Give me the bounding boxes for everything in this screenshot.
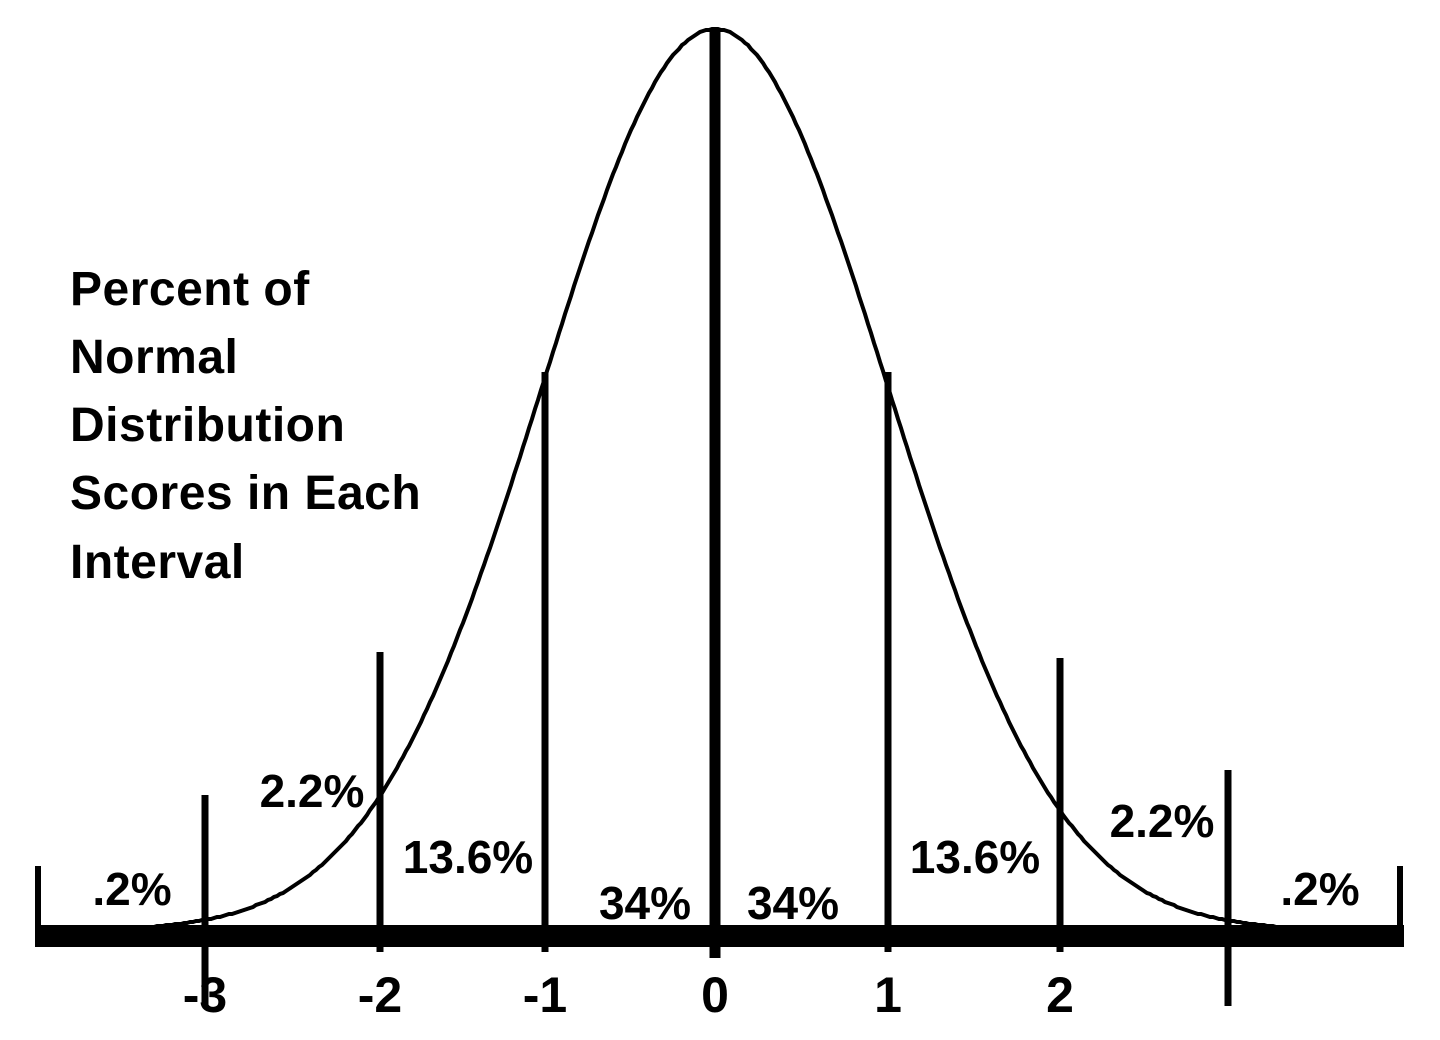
interval-label-0-to-plus-1: 34% — [746, 877, 840, 929]
interval-label-above-plus-3: .2% — [1280, 863, 1360, 915]
interval-label-plus-1-to-plus-2: 13.6% — [909, 831, 1041, 883]
x-tick-label-minus-1: -1 — [522, 967, 568, 1023]
interval-label-minus-1-to-0: 34% — [598, 877, 692, 929]
x-tick-label-minus-2: -2 — [357, 967, 403, 1023]
interval-label-minus-2-to-minus-1: 13.6% — [402, 831, 534, 883]
x-tick-label-plus-1: 1 — [874, 967, 902, 1023]
x-tick-label-0: 0 — [701, 967, 729, 1023]
x-tick-label-minus-3: -3 — [182, 967, 228, 1023]
interval-label-minus-3-to-minus-2: 2.2% — [259, 765, 365, 817]
interval-label-below-minus-3: .2% — [92, 863, 172, 915]
chart-title: Percent of Normal Distribution Scores in… — [70, 263, 422, 589]
interval-label-plus-2-to-plus-3: 2.2% — [1109, 795, 1215, 847]
x-tick-label-plus-2: 2 — [1046, 967, 1074, 1023]
